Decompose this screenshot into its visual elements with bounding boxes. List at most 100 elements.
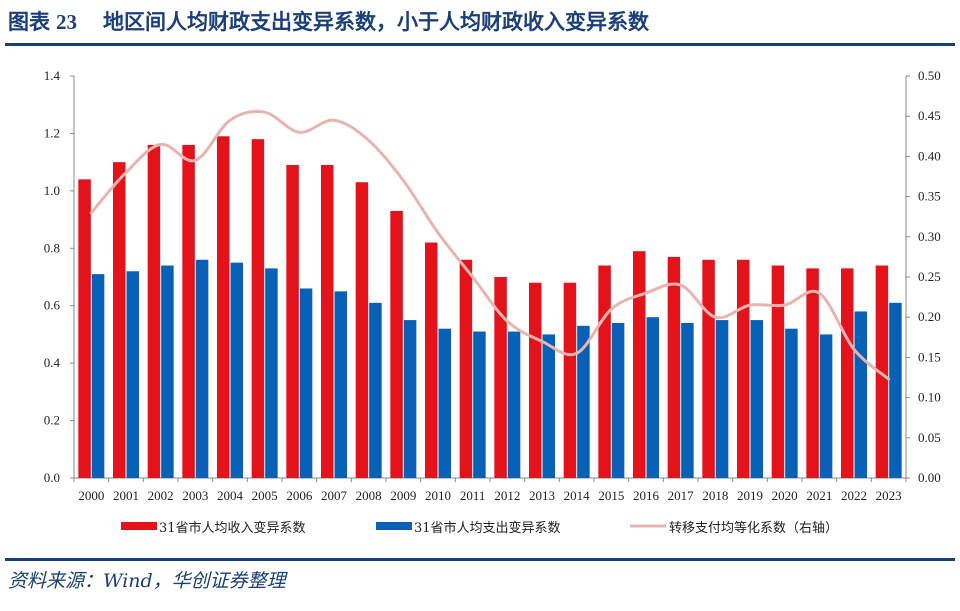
expenditure-cv-bar bbox=[507, 331, 521, 478]
right-axis-tick-label: 0.30 bbox=[918, 229, 941, 244]
expenditure-cv-bar bbox=[646, 317, 659, 478]
revenue-cv-bar bbox=[563, 282, 577, 478]
x-axis-tick-label: 2015 bbox=[598, 488, 624, 503]
expenditure-cv-bar bbox=[681, 322, 694, 478]
right-axis-tick-label: 0.05 bbox=[918, 430, 941, 445]
revenue-cv-bar bbox=[78, 179, 91, 478]
title-divider bbox=[5, 43, 955, 46]
footer-divider bbox=[5, 558, 955, 561]
x-axis-tick-label: 2013 bbox=[529, 488, 555, 503]
expenditure-cv-bar bbox=[91, 274, 105, 478]
expenditure-cv-bar bbox=[577, 325, 590, 478]
left-axis-tick-label: 1.4 bbox=[44, 68, 61, 83]
legend-label-revenue: 31省市人均收入变异系数 bbox=[159, 520, 306, 536]
x-axis-tick-label: 2010 bbox=[425, 488, 451, 503]
expenditure-cv-bar bbox=[854, 311, 867, 478]
expenditure-cv-bar bbox=[750, 320, 763, 478]
revenue-cv-bar bbox=[113, 162, 126, 478]
revenue-cv-bar bbox=[390, 210, 403, 478]
x-axis-tick-label: 2014 bbox=[564, 488, 591, 503]
expenditure-cv-bar bbox=[230, 262, 243, 478]
x-axis-tick-label: 2008 bbox=[356, 488, 382, 503]
chart: 0.0 0.2 0.4 0.6 0.8 1.0 1.2 1.4 0.00 0.05 0.10 0.15… bbox=[44, 68, 941, 536]
revenue-cv-bar bbox=[598, 265, 611, 478]
expenditure-cv-bar bbox=[785, 328, 798, 478]
revenue-cv-bar bbox=[702, 259, 715, 478]
x-axis-tick-label: 2002 bbox=[148, 488, 174, 503]
revenue-cv-bar bbox=[251, 139, 265, 478]
expenditure-cv-bar bbox=[889, 302, 902, 478]
revenue-cv-bar bbox=[217, 136, 230, 479]
revenue-cv-bar bbox=[459, 259, 473, 478]
x-axis-tick-label: 2001 bbox=[113, 488, 139, 503]
x-axis-tick-label: 2018 bbox=[702, 488, 728, 503]
legend-swatch-expenditure bbox=[376, 522, 412, 530]
expenditure-cv-bar bbox=[473, 331, 486, 478]
revenue-cv-bar bbox=[147, 144, 161, 478]
x-axis-tick-label: 2009 bbox=[390, 488, 416, 503]
expenditure-cv-bar bbox=[265, 268, 278, 478]
right-axis-tick-label: 0.25 bbox=[918, 269, 941, 284]
right-axis-tick-label: 0.15 bbox=[918, 349, 941, 364]
left-axis-tick-label: 1.0 bbox=[44, 183, 60, 198]
x-axis-tick-label: 2020 bbox=[772, 488, 798, 503]
expenditure-cv-bar bbox=[715, 320, 729, 478]
expenditure-cv-bar bbox=[542, 334, 555, 478]
left-axis-tick-label: 0.6 bbox=[44, 298, 61, 313]
left-axis-tick-label: 0.8 bbox=[44, 240, 60, 255]
transfer-equalization-line bbox=[89, 109, 891, 381]
source-note: 资料来源：Wind，华创证券整理 bbox=[8, 570, 286, 592]
left-axis-tick-label: 1.2 bbox=[44, 125, 60, 140]
right-axis-tick-label: 0.45 bbox=[918, 108, 941, 123]
revenue-cv-bar bbox=[737, 259, 750, 478]
revenue-cv-bar bbox=[875, 265, 889, 478]
x-axis-tick-label: 2004 bbox=[217, 488, 244, 503]
expenditure-cv-bar bbox=[403, 320, 417, 478]
right-axis-tick-label: 0.00 bbox=[918, 470, 941, 485]
revenue-cv-bar bbox=[182, 144, 195, 478]
left-axis-tick-label: 0.0 bbox=[44, 470, 60, 485]
right-axis-tick-label: 0.50 bbox=[918, 68, 941, 83]
legend-label-transfer: 转移支付均等化系数（右轴） bbox=[669, 520, 838, 536]
legend-swatch-revenue bbox=[121, 522, 157, 530]
x-axis-tick-label: 2000 bbox=[78, 488, 104, 503]
right-axis-tick-label: 0.40 bbox=[918, 148, 941, 163]
plot-area: 0.0 0.2 0.4 0.6 0.8 1.0 1.2 1.4 0.00 0.05 0.10 0.15… bbox=[44, 68, 941, 536]
x-axis-tick-label: 2019 bbox=[737, 488, 763, 503]
revenue-cv-bar bbox=[667, 256, 681, 478]
expenditure-cv-bar bbox=[819, 334, 833, 478]
right-axis-tick-label: 0.20 bbox=[918, 309, 941, 324]
left-axis-tick-label: 0.2 bbox=[44, 413, 60, 428]
right-axis-tick-label: 0.35 bbox=[918, 189, 941, 204]
x-axis-tick-label: 2006 bbox=[286, 488, 313, 503]
expenditure-cv-bar bbox=[126, 271, 139, 478]
x-axis-tick-label: 2016 bbox=[633, 488, 660, 503]
expenditure-cv-bar bbox=[334, 291, 347, 478]
figure-number: 23 bbox=[56, 10, 77, 34]
x-axis-tick-label: 2005 bbox=[252, 488, 278, 503]
revenue-cv-bar bbox=[321, 165, 334, 478]
expenditure-cv-bar bbox=[438, 328, 451, 478]
legend-label-expenditure: 31省市人均支出变异系数 bbox=[414, 520, 561, 536]
x-axis-tick-label: 2023 bbox=[876, 488, 902, 503]
revenue-cv-bar bbox=[425, 242, 438, 478]
figure-title-text: 地区间人均财政支出变异系数，小于人均财政收入变异系数 bbox=[103, 9, 649, 34]
left-axis-tick-label: 0.4 bbox=[44, 355, 61, 370]
revenue-cv-bar bbox=[841, 268, 854, 478]
x-axis-tick-label: 2022 bbox=[841, 488, 867, 503]
x-axis-tick-label: 2021 bbox=[806, 488, 832, 503]
revenue-cv-bar bbox=[771, 265, 785, 478]
x-axis-tick-label: 2011 bbox=[460, 488, 486, 503]
revenue-cv-bar bbox=[286, 165, 299, 478]
figure-title: 图表 23 地区间人均财政支出变异系数，小于人均财政收入变异系数 bbox=[8, 4, 649, 40]
expenditure-cv-bar bbox=[195, 259, 209, 478]
x-axis-tick-label: 2007 bbox=[321, 488, 348, 503]
expenditure-cv-bar bbox=[369, 302, 382, 478]
expenditure-cv-bar bbox=[611, 322, 625, 478]
figure-label: 图表 bbox=[8, 9, 50, 34]
expenditure-cv-bar bbox=[299, 288, 313, 478]
revenue-cv-bar bbox=[355, 182, 369, 478]
x-axis-tick-label: 2017 bbox=[668, 488, 695, 503]
x-axis-tick-label: 2003 bbox=[182, 488, 208, 503]
revenue-cv-bar bbox=[494, 277, 507, 478]
